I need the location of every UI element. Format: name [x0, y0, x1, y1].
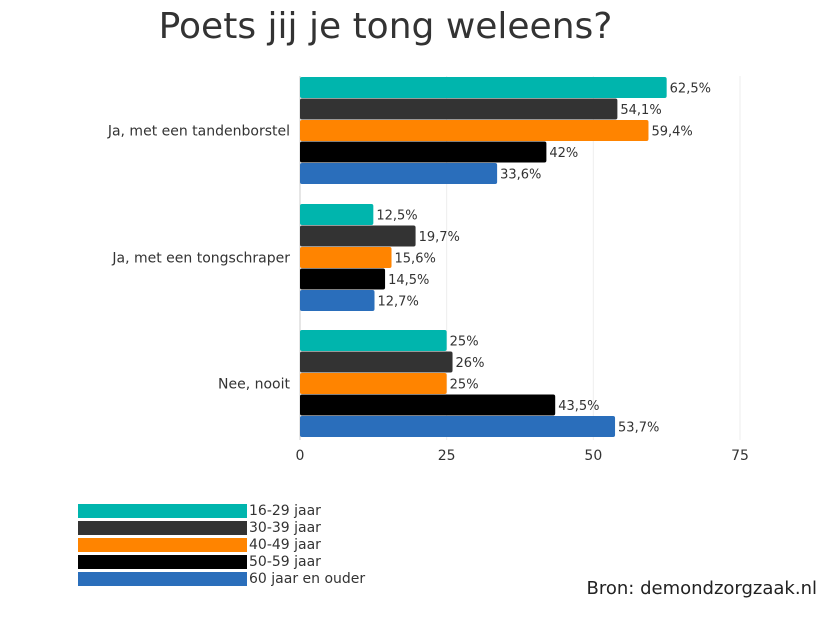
- bar: [300, 98, 618, 120]
- bar: [300, 330, 447, 351]
- category-label: Ja, met een tongschraper: [111, 251, 290, 267]
- bar: [300, 77, 667, 98]
- data-label: 59,4%: [651, 125, 692, 140]
- x-tick-label: 0: [296, 448, 305, 464]
- legend-swatch: [78, 555, 247, 569]
- data-label: 19,7%: [419, 230, 460, 245]
- legend-label: 30-39 jaar: [249, 520, 321, 536]
- x-tick-label: 75: [731, 448, 749, 464]
- bar: [300, 247, 392, 268]
- data-label: 42%: [549, 146, 578, 161]
- data-label: 15,6%: [395, 252, 436, 267]
- bar: [300, 416, 616, 437]
- legend-swatch: [78, 504, 247, 518]
- chart-title: Poets jij je tong weleens?: [158, 6, 613, 47]
- bar: [300, 163, 498, 184]
- data-label: 26%: [456, 356, 485, 371]
- category-label: Nee, nooit: [218, 377, 290, 393]
- data-label: 14,5%: [388, 273, 429, 288]
- legend-swatch: [78, 572, 247, 586]
- bar: [300, 268, 386, 290]
- data-label: 12,5%: [376, 209, 417, 224]
- data-label: 62,5%: [670, 82, 711, 97]
- x-tick-label: 25: [438, 448, 456, 464]
- bar: [300, 290, 375, 311]
- legend-swatch: [78, 521, 247, 535]
- data-label: 53,7%: [618, 421, 659, 436]
- bar: [300, 351, 453, 373]
- data-label: 12,7%: [378, 295, 419, 310]
- category-label: Ja, met een tandenborstel: [107, 124, 290, 140]
- source-text: Bron: demondzorgzaak.nl: [586, 578, 817, 599]
- bar: [300, 204, 374, 225]
- bar: [300, 394, 556, 416]
- bar: [300, 141, 547, 163]
- data-label: 25%: [450, 378, 479, 393]
- data-label: 43,5%: [558, 399, 599, 414]
- bar: [300, 225, 416, 247]
- legend-label: 40-49 jaar: [249, 537, 321, 553]
- legend-label: 60 jaar en ouder: [249, 571, 366, 587]
- legend-swatch: [78, 538, 247, 552]
- legend-label: 16-29 jaar: [249, 503, 321, 519]
- bar: [300, 373, 447, 394]
- data-label: 33,6%: [500, 168, 541, 183]
- legend-label: 50-59 jaar: [249, 554, 321, 570]
- data-label: 54,1%: [620, 103, 661, 118]
- x-tick-label: 50: [584, 448, 602, 464]
- bar: [300, 120, 649, 141]
- data-label: 25%: [450, 335, 479, 350]
